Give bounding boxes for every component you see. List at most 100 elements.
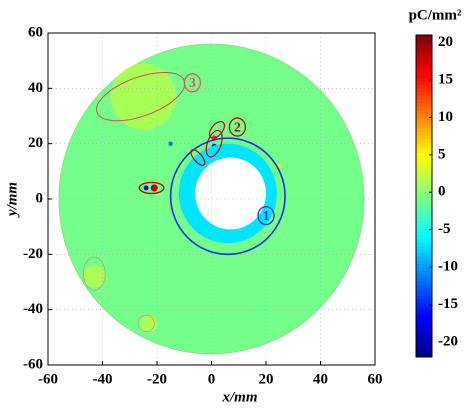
annotation-circle [228,117,247,137]
colorbar-segment [416,70,432,75]
x-tick-label: 20 [259,371,274,387]
annotation-label: 1 [263,209,270,224]
colorbar-segment [416,263,432,269]
colorbar-segment [416,60,432,65]
colorbar-segment [416,174,432,179]
colorbar-segment [416,314,432,319]
colorbar-segment [416,335,432,340]
x-tick-label: 0 [208,371,216,387]
colorbar-segment [416,95,432,100]
charge-spot [110,63,177,130]
colorbar-segment [416,231,432,236]
colorbar-segment [416,217,432,222]
colorbar-tick-label: -20 [438,333,458,349]
y-tick-label: 0 [36,190,44,206]
colorbar-segment [416,88,432,93]
colorbar-label: pC/mm² [409,7,462,23]
colorbar-segment [416,56,432,61]
colorbar-segment [416,52,432,57]
colorbar-segment [416,124,432,129]
colorbar-segment [416,74,432,79]
colorbar-segment [416,210,432,215]
colorbar-segment [416,181,432,186]
annotation-ellipse [138,181,165,195]
colorbar-segment [416,142,432,147]
colorbar-tick-label: 5 [438,146,446,162]
colorbar-segment [416,349,432,354]
colorbar-segment [416,102,432,108]
y-tick-label: 20 [28,135,43,151]
colorbar-segment [416,99,432,104]
colorbar-tick-label: 10 [438,109,453,125]
colorbar-segment [416,235,432,240]
colorbar-segment [416,192,432,197]
colorbar-segment [416,306,432,311]
colorbar-segment [416,113,432,118]
colorbar-tick-label: -10 [438,259,458,275]
colorbar-segment [416,63,432,68]
colorbar-segment [416,339,432,344]
charge-spot [143,185,149,191]
colorbar-segment [416,188,432,193]
colorbar-segment [416,138,432,143]
x-tick-label: -60 [38,371,58,387]
colorbar-segment [416,77,432,83]
y-axis-label: y/mm [4,182,20,218]
colorbar-segment [416,106,432,111]
colorbar-tick-label: -5 [438,221,451,237]
colorbar-segment [416,120,432,125]
colorbar-tick-label: 15 [438,71,453,87]
colorbar-segment [416,271,432,276]
x-tick-label: 60 [368,371,383,387]
colorbar-segment [416,289,432,294]
annotation-label: 2 [234,120,241,135]
colorbar-segment [416,317,432,322]
colorbar-segment [416,246,432,251]
colorbar-segment [416,203,432,208]
y-tick-label: -60 [23,356,43,372]
colorbar-segment [416,213,432,218]
y-tick-label: -20 [23,246,43,262]
colorbar-segment [416,267,432,272]
annotation-ellipse [208,121,226,139]
y-tick-label: 60 [28,24,43,40]
colorbar-segment [416,38,432,43]
colorbar-segment [416,156,432,161]
colorbar-tick-label: 0 [438,184,446,200]
colorbar-segment [416,199,432,204]
colorbar-segment [416,42,432,47]
charge-spot [83,265,106,288]
colorbar-segment [416,292,432,297]
annotation-ellipse [137,314,155,333]
colorbar-segment [416,324,432,329]
colorbar-segment [416,170,432,176]
colorbar-segment [416,178,432,183]
colorbar-segment [416,206,432,211]
x-tick-label: -40 [93,371,113,387]
colorbar-segment [416,67,432,72]
annotation-ellipse [83,256,106,291]
colorbar-segment [416,274,432,279]
colorbar-segment [416,135,432,140]
colorbar-segment [416,249,432,254]
colorbar-segment [416,196,432,201]
colorbar-segment [416,128,432,133]
colorbar-segment [416,328,432,333]
colorbar-segment [416,153,432,158]
colorbar-tick-label: 20 [438,34,453,50]
hole [195,157,266,230]
colorbar-segment [416,256,432,261]
colorbar-tick-label: -15 [438,296,458,312]
colorbar-segment [416,296,432,301]
annotation-ellipse [205,129,223,158]
colorbar-segment [416,224,432,229]
y-tick-label: 40 [28,80,43,96]
colorbar-segment [416,45,432,50]
annotation-ellipse [169,137,286,256]
colorbar-segment [416,221,432,226]
colorbar-segment [416,35,432,40]
colorbar-segment [416,310,432,315]
colorbar-segment [416,149,432,154]
colorbar-segment [416,281,432,286]
